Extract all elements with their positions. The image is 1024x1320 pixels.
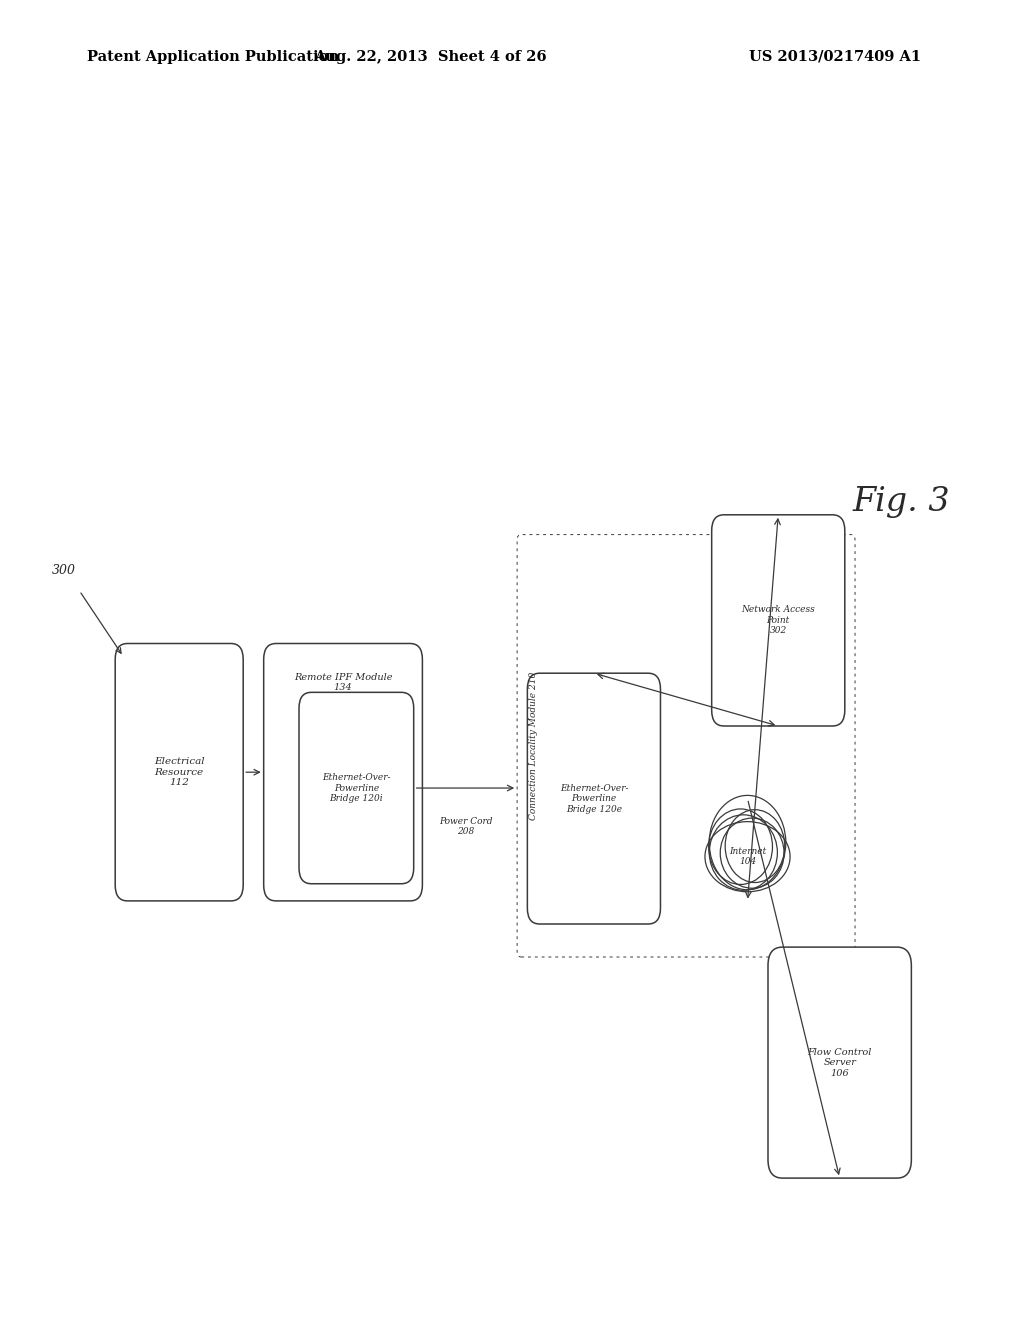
Text: Ethernet-Over-
Powerline
Bridge 120i: Ethernet-Over- Powerline Bridge 120i: [323, 774, 390, 803]
Ellipse shape: [710, 796, 785, 890]
FancyBboxPatch shape: [712, 515, 845, 726]
Text: Remote IPF Module
134: Remote IPF Module 134: [294, 673, 392, 692]
FancyBboxPatch shape: [264, 644, 422, 900]
FancyBboxPatch shape: [299, 692, 414, 884]
Text: Power Cord
208: Power Cord 208: [438, 817, 493, 837]
Ellipse shape: [725, 809, 784, 883]
FancyBboxPatch shape: [527, 673, 660, 924]
Ellipse shape: [720, 818, 784, 888]
Text: Internet
104: Internet 104: [729, 847, 766, 866]
Text: Network Access
Point
302: Network Access Point 302: [741, 606, 815, 635]
Text: Ethernet-Over-
Powerline
Bridge 120e: Ethernet-Over- Powerline Bridge 120e: [560, 784, 628, 813]
Text: Connection Locality Module 210: Connection Locality Module 210: [529, 672, 539, 820]
Text: 300: 300: [52, 565, 76, 577]
Text: Fig. 3: Fig. 3: [852, 486, 950, 517]
Text: US 2013/0217409 A1: US 2013/0217409 A1: [750, 50, 922, 63]
Text: Flow Control
Server
106: Flow Control Server 106: [808, 1048, 871, 1077]
FancyBboxPatch shape: [517, 535, 855, 957]
Text: Aug. 22, 2013  Sheet 4 of 26: Aug. 22, 2013 Sheet 4 of 26: [313, 50, 547, 63]
FancyBboxPatch shape: [768, 948, 911, 1177]
Text: Patent Application Publication: Patent Application Publication: [87, 50, 339, 63]
Ellipse shape: [709, 809, 772, 884]
Ellipse shape: [705, 821, 791, 892]
Ellipse shape: [710, 814, 777, 890]
Text: Electrical
Resource
112: Electrical Resource 112: [154, 758, 205, 787]
FancyBboxPatch shape: [115, 644, 244, 900]
